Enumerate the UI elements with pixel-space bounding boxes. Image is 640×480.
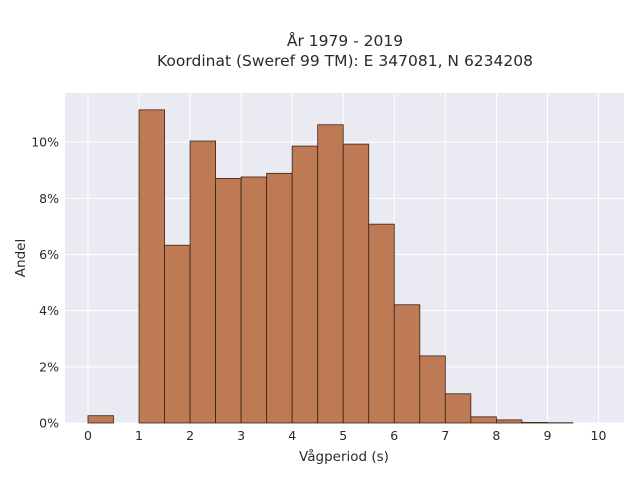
y-tick-label: 8%	[39, 191, 59, 206]
x-tick-label: 9	[543, 428, 551, 443]
histogram-bar	[495, 419, 523, 424]
histogram-bar	[444, 393, 472, 424]
x-tick-label: 7	[441, 428, 449, 443]
chart-title-line1: År 1979 - 2019	[287, 31, 403, 50]
x-tick-label: 6	[390, 428, 398, 443]
y-tick-label: 4%	[39, 303, 59, 318]
x-axis-ticks: 0 1 2 3 4 5 6 7 8 9 10	[84, 428, 606, 443]
histogram-bar	[342, 143, 370, 424]
y-tick-label: 0%	[39, 416, 59, 431]
histogram-bar	[240, 176, 268, 424]
x-tick-label: 10	[591, 428, 607, 443]
histogram-bar	[138, 109, 165, 424]
x-tick-label: 3	[237, 428, 245, 443]
y-axis-label: Andel	[13, 239, 29, 277]
x-tick-label: 8	[492, 428, 500, 443]
y-axis-ticks: 0% 2% 4% 6% 8% 10%	[31, 135, 59, 431]
histogram-bar	[470, 416, 497, 424]
histogram-bar	[87, 415, 114, 424]
histogram-bar	[266, 172, 293, 424]
histogram-bar	[291, 145, 319, 424]
x-tick-label: 1	[135, 428, 143, 443]
histogram-bar	[368, 223, 395, 424]
x-tick-label: 5	[339, 428, 347, 443]
histogram-bar	[189, 140, 216, 424]
histogram-bar	[317, 124, 344, 424]
histogram-bar	[393, 304, 421, 424]
y-tick-label: 10%	[31, 135, 59, 150]
y-tick-label: 6%	[39, 247, 59, 262]
chart-title-line2: Koordinat (Sweref 99 TM): E 347081, N 62…	[157, 52, 533, 70]
bars	[87, 109, 574, 424]
y-tick-label: 2%	[39, 359, 59, 374]
x-tick-label: 4	[288, 428, 296, 443]
histogram-bar	[215, 177, 242, 424]
histogram-bar	[164, 244, 191, 424]
histogram-bar	[521, 422, 548, 424]
x-tick-label: 0	[84, 428, 92, 443]
x-tick-label: 2	[186, 428, 194, 443]
x-axis-label: Vågperiod (s)	[299, 448, 389, 465]
histogram-bar	[419, 355, 446, 424]
